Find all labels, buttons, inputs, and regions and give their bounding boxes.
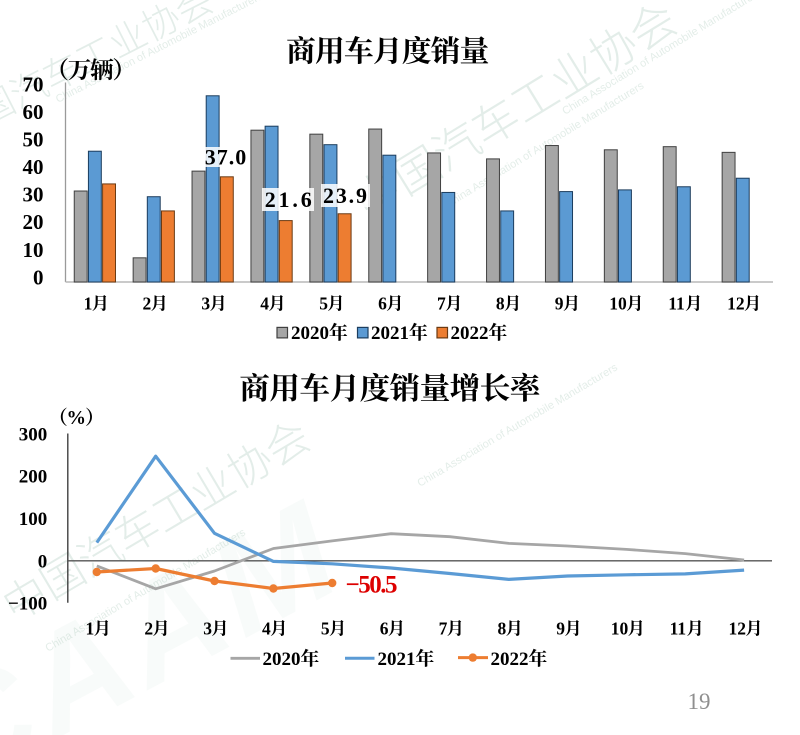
svg-text:7: 7 — [437, 293, 446, 313]
svg-text:40: 40 — [23, 155, 44, 179]
svg-text:%: % — [67, 408, 87, 429]
svg-text:300: 300 — [19, 424, 48, 445]
svg-text:12: 12 — [727, 293, 745, 313]
svg-text:2: 2 — [144, 618, 153, 638]
svg-text:9: 9 — [556, 618, 565, 638]
svg-text:2022: 2022 — [451, 323, 489, 344]
svg-text:−100: −100 — [8, 594, 47, 615]
svg-text:5: 5 — [321, 618, 330, 638]
svg-text:7: 7 — [439, 618, 448, 638]
svg-text:6: 6 — [378, 293, 387, 313]
svg-text:8: 8 — [497, 618, 506, 638]
svg-text:3: 3 — [203, 618, 212, 638]
svg-text:20: 20 — [23, 210, 44, 234]
svg-text:100: 100 — [19, 509, 48, 530]
svg-text:4: 4 — [262, 618, 271, 638]
svg-text:2020: 2020 — [263, 649, 301, 670]
svg-text:12: 12 — [728, 618, 746, 638]
svg-text:11: 11 — [670, 618, 687, 638]
svg-text:70: 70 — [23, 72, 44, 96]
svg-text:11: 11 — [668, 293, 685, 313]
svg-text:9: 9 — [555, 293, 564, 313]
svg-text:0: 0 — [33, 265, 44, 289]
svg-text:2022: 2022 — [491, 649, 529, 670]
svg-text:10: 10 — [23, 238, 44, 262]
svg-text:−50.5: −50.5 — [346, 572, 398, 599]
svg-text:10: 10 — [611, 618, 629, 638]
svg-text:30: 30 — [23, 183, 44, 207]
svg-text:23.9: 23.9 — [323, 183, 367, 208]
svg-text:2021: 2021 — [371, 323, 409, 344]
svg-text:19: 19 — [688, 689, 711, 714]
svg-text:37.0: 37.0 — [205, 145, 247, 170]
svg-text:2020: 2020 — [291, 323, 329, 344]
svg-text:50: 50 — [23, 128, 44, 152]
svg-text:10: 10 — [609, 293, 627, 313]
svg-text:3: 3 — [201, 293, 210, 313]
svg-text:5: 5 — [319, 293, 328, 313]
svg-text:4: 4 — [260, 293, 269, 313]
svg-text:0: 0 — [38, 551, 48, 572]
svg-text:1: 1 — [84, 293, 93, 313]
svg-text:21.6: 21.6 — [265, 187, 312, 212]
svg-text:2021: 2021 — [378, 649, 416, 670]
svg-text:6: 6 — [380, 618, 389, 638]
svg-text:1: 1 — [85, 618, 94, 638]
svg-text:8: 8 — [496, 293, 505, 313]
svg-text:2: 2 — [142, 293, 151, 313]
svg-text:60: 60 — [23, 100, 44, 124]
svg-text:200: 200 — [19, 467, 48, 488]
